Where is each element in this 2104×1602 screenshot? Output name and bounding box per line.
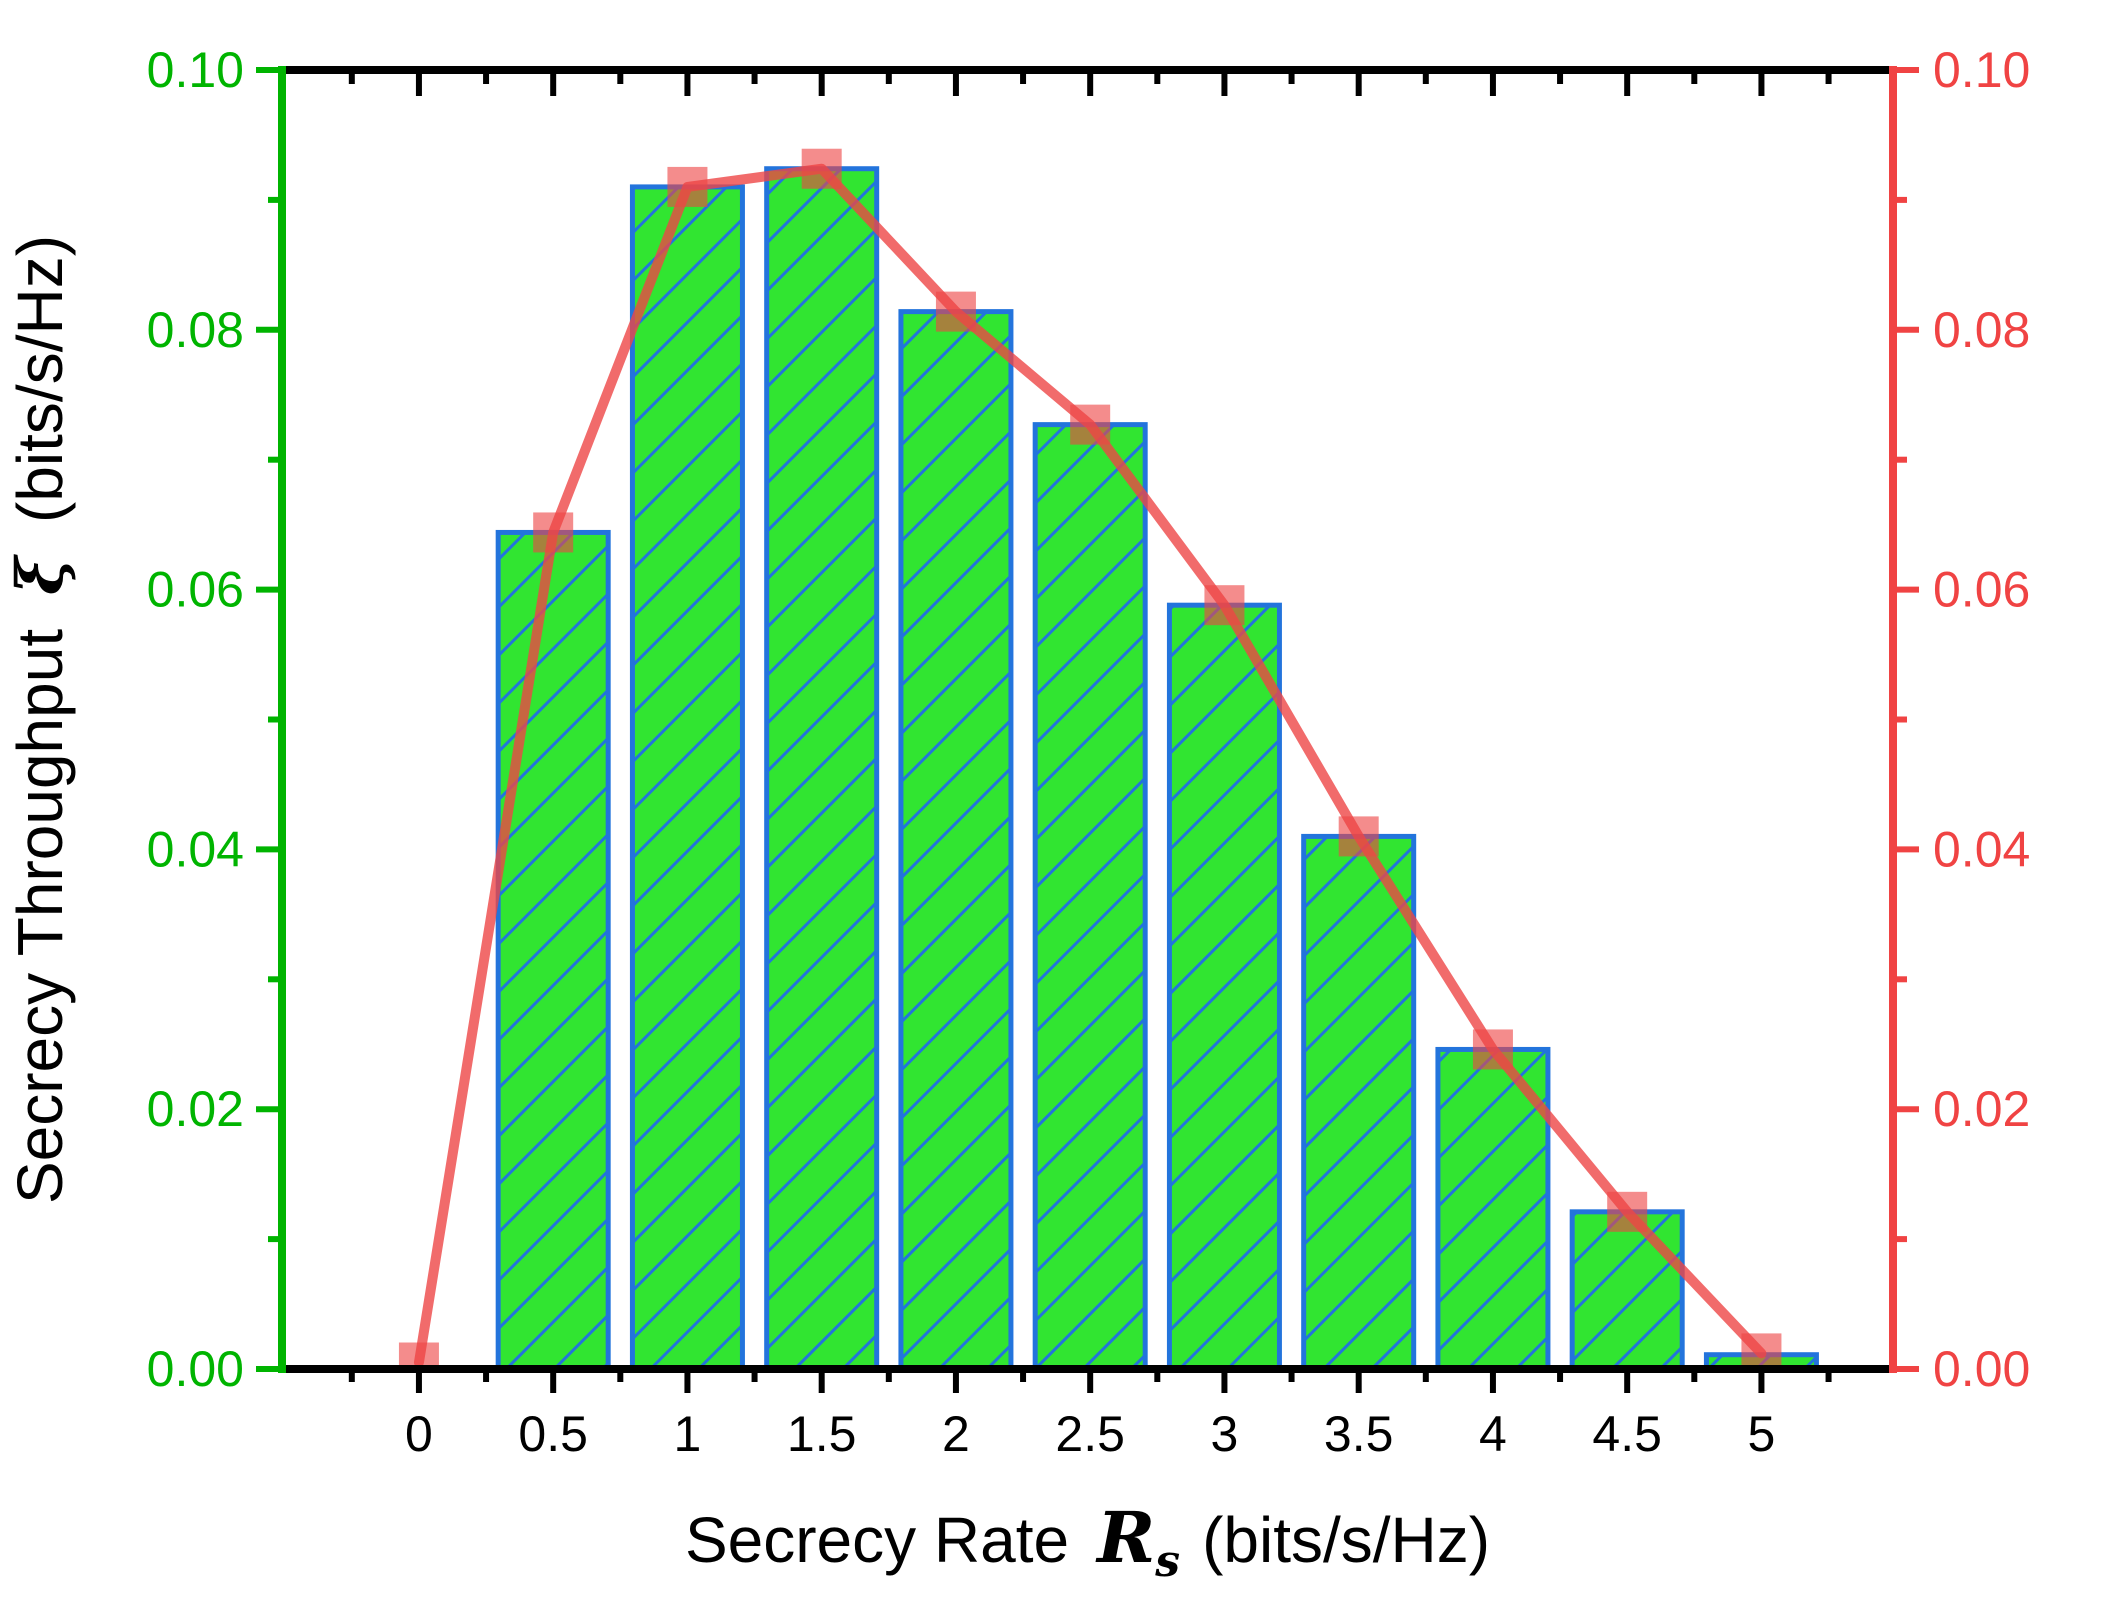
bar-x4_5 [1569,1209,1685,1369]
x-tick-label: 5 [1748,1406,1776,1462]
x-tick-label: 1.5 [787,1406,857,1462]
bar-x1_5 [764,166,880,1369]
y-left-tick-label: 0.06 [147,562,244,618]
bar-x3_5 [1301,833,1417,1369]
axes-group [256,66,1919,1393]
line-marker-x4_5 [1607,1191,1648,1232]
x-title-units: (bits/s/Hz) [1202,1504,1490,1576]
y-left-tick-label: 0.10 [147,42,244,98]
y-right-tick-label: 0.08 [1933,302,2030,358]
x-tick-label: 4 [1479,1406,1507,1462]
bars-group [495,166,1819,1369]
y-title-symbol: ξ [3,554,78,595]
line-marker-x0 [398,1342,439,1369]
bar-x0_5 [495,529,611,1369]
line-marker-x0_5 [533,512,574,553]
x-tick-label: 3 [1211,1406,1239,1462]
line-group [398,148,1782,1369]
y-title-text: Secrecy Throughput [4,629,76,1204]
y-right-tick-label: 0.04 [1933,821,2030,877]
y-left-tick-label: 0.04 [147,821,244,877]
bar-x1 [629,184,745,1369]
x-title-symbol-sub: s [1154,1536,1180,1587]
x-axis-title: Secrecy Rate Rs (bits/s/Hz) [685,1496,1490,1587]
line-marker-x2_5 [1070,404,1111,445]
bar-x2_5 [1032,422,1148,1369]
y-right-tick-label: 0.06 [1933,562,2030,618]
y-right-tick-label: 0.02 [1933,1081,2030,1137]
x-tick-label: 1 [674,1406,702,1462]
x-tick-label: 4.5 [1592,1406,1662,1462]
x-title-text: Secrecy Rate [685,1504,1069,1576]
line-marker-x5 [1741,1333,1782,1369]
labels-group: 0 0.5 1 1.5 2 2.5 3 3.5 4 4.5 5 0.00 0.02 0.04 0.06 0.0… [3,42,2030,1587]
line-marker-x4 [1472,1029,1513,1070]
y-right-tick-label: 0.00 [1933,1341,2030,1397]
bar-x2 [898,309,1014,1369]
y-left-tick-label: 0.02 [147,1081,244,1137]
y-left-tick-label: 0.08 [147,302,244,358]
x-tick-label: 0.5 [518,1406,588,1462]
x-tick-label: 2.5 [1055,1406,1125,1462]
bar-x3 [1166,602,1282,1369]
x-tick-label: 2 [942,1406,970,1462]
x-title-symbol: R [1095,1496,1155,1579]
bar-x4 [1435,1046,1551,1369]
y-right-tick-label: 0.10 [1933,42,2030,98]
y-left-tick-label: 0.00 [147,1341,244,1397]
line-marker-x1 [667,166,708,207]
x-tick-label: 0 [405,1406,433,1462]
x-tick-label: 3.5 [1324,1406,1394,1462]
y-title-units: (bits/s/Hz) [4,235,76,523]
y-axis-title: Secrecy Throughput ξ (bits/s/Hz) [3,235,78,1204]
line-marker-x2 [935,291,976,332]
line-marker-x1_5 [801,148,842,189]
line-marker-x3_5 [1338,816,1379,857]
line-marker-x3 [1204,585,1245,626]
